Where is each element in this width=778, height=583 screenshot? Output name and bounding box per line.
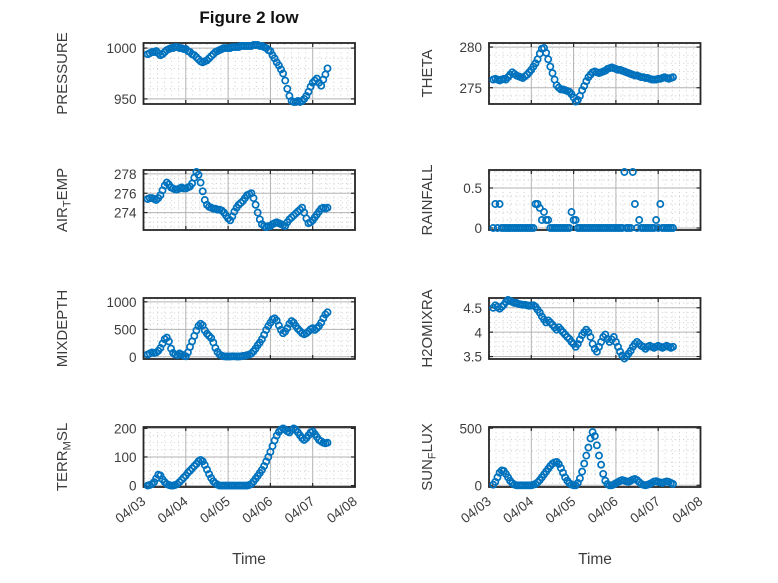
y-tick-labels: 274 276 278 <box>114 167 137 221</box>
svg-text:04/08: 04/08 <box>669 494 705 527</box>
svg-text:4: 4 <box>474 325 482 340</box>
minor-grid <box>144 44 354 103</box>
axes-box <box>488 169 702 231</box>
svg-text:04/03: 04/03 <box>458 494 494 527</box>
y-axis-label-terr_msl: TERRMSL <box>54 423 74 491</box>
svg-text:100: 100 <box>114 450 137 465</box>
tick-marks <box>488 43 702 104</box>
svg-text:0: 0 <box>474 221 482 236</box>
series-markers <box>489 296 677 363</box>
svg-text:500: 500 <box>114 322 137 337</box>
x-axis-title-right: Time <box>578 551 612 568</box>
y-tick-labels: 0 100 200 <box>114 422 137 494</box>
series-markers <box>489 168 677 232</box>
svg-text:04/07: 04/07 <box>282 494 318 527</box>
minor-grid <box>144 299 354 358</box>
svg-text:280: 280 <box>459 40 482 55</box>
svg-text:0: 0 <box>129 479 137 494</box>
svg-text:274: 274 <box>114 206 137 221</box>
major-grid <box>143 170 355 230</box>
svg-text:04/07: 04/07 <box>627 494 663 527</box>
series-markers <box>489 428 677 490</box>
minor-grid <box>490 428 700 486</box>
svg-text:500: 500 <box>459 421 482 436</box>
subplot-theta: 275 280 THETA <box>419 40 702 106</box>
x-tick-labels: 04/03 04/04 04/05 04/06 04/07 04/08 <box>112 493 359 526</box>
y-tick-labels: 950 1000 <box>106 41 136 107</box>
svg-text:275: 275 <box>459 81 482 96</box>
svg-text:04/03: 04/03 <box>112 494 148 527</box>
svg-text:276: 276 <box>114 186 137 201</box>
y-tick-labels: 275 280 <box>459 40 482 96</box>
y-axis-label-theta: THETA <box>419 49 436 97</box>
svg-text:950: 950 <box>114 92 137 107</box>
svg-text:04/04: 04/04 <box>155 493 191 526</box>
svg-text:4.5: 4.5 <box>463 301 482 316</box>
series-markers <box>143 308 332 361</box>
svg-text:04/06: 04/06 <box>585 494 621 527</box>
axes-box <box>488 42 702 105</box>
y-tick-labels: 00.5 <box>463 181 482 236</box>
series-markers <box>143 424 332 490</box>
y-axis-label-pressure: PRESSURE <box>54 32 71 115</box>
y-tick-labels: 0 500 <box>459 421 482 493</box>
tick-marks <box>488 298 702 359</box>
subplot-pressure: 950 1000 PRESSURE <box>54 32 356 115</box>
svg-text:0: 0 <box>129 350 137 365</box>
subplot-mixdepth: 0 500 1000 MIXDEPTH <box>54 290 356 368</box>
figure-title: Figure 2 low <box>199 8 299 27</box>
svg-text:0.5: 0.5 <box>463 181 482 196</box>
subplot-air_temp: 274 276 278 AIRTEMP <box>54 167 356 232</box>
axes-box <box>142 169 356 231</box>
svg-text:04/05: 04/05 <box>543 494 579 527</box>
subplot-sun_flux: 0 500 SUNFLUX 04/03 04/04 04/05 04/06 04/07 04/0… <box>419 421 705 526</box>
subplot-h2omixra: 3.5 4 4.5 H2OMIXRA <box>419 289 702 368</box>
svg-text:1000: 1000 <box>106 295 136 310</box>
minor-grid <box>144 171 354 229</box>
y-axis-label-mixdepth: MIXDEPTH <box>54 290 71 368</box>
x-axis-title-left: Time <box>232 551 266 568</box>
major-grid <box>143 427 355 487</box>
y-axis-label-air_temp: AIRTEMP <box>54 168 74 232</box>
axes-box <box>488 297 702 360</box>
svg-text:04/08: 04/08 <box>324 494 360 527</box>
svg-text:04/05: 04/05 <box>197 494 233 527</box>
x-tick-labels: 04/03 04/04 04/05 04/06 04/07 04/08 <box>458 493 705 526</box>
svg-text:04/06: 04/06 <box>239 494 275 527</box>
y-tick-labels: 0 500 1000 <box>106 295 136 365</box>
series-markers <box>143 167 332 232</box>
svg-text:1000: 1000 <box>106 41 136 56</box>
svg-text:200: 200 <box>114 422 137 437</box>
y-axis-label-rainfall: RAINFALL <box>419 165 436 236</box>
y-tick-labels: 3.5 4 4.5 <box>463 301 482 365</box>
svg-text:3.5: 3.5 <box>463 350 482 365</box>
series-markers <box>489 43 677 106</box>
tick-marks <box>142 170 356 230</box>
tick-marks <box>142 43 356 104</box>
y-axis-label-h2omixra: H2OMIXRA <box>419 289 436 367</box>
tick-marks <box>488 170 702 230</box>
series-markers <box>143 41 332 106</box>
svg-text:278: 278 <box>114 167 137 182</box>
minor-grid <box>490 171 700 229</box>
svg-text:0: 0 <box>474 478 482 493</box>
y-axis-label-sun_flux: SUNFLUX <box>419 423 439 491</box>
major-grid <box>489 170 701 230</box>
svg-text:04/04: 04/04 <box>500 493 536 526</box>
